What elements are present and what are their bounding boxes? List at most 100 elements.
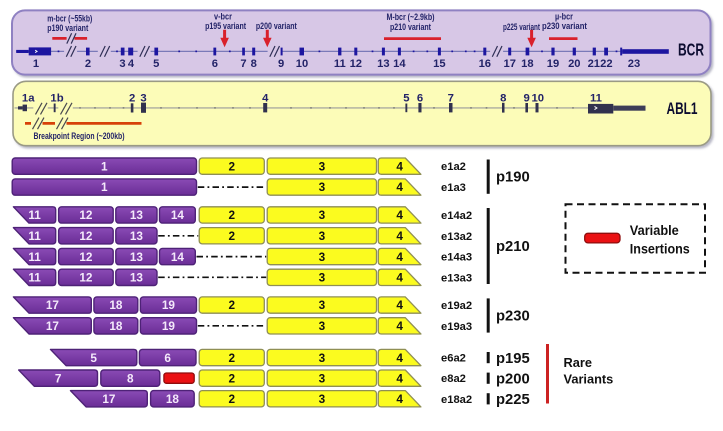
svg-text:11: 11 (28, 250, 41, 264)
svg-text:18: 18 (109, 298, 123, 312)
svg-text:4: 4 (396, 229, 403, 243)
svg-text:13: 13 (130, 208, 144, 222)
svg-text:2: 2 (229, 351, 236, 365)
svg-text:3: 3 (319, 208, 326, 222)
svg-text:e19a3: e19a3 (441, 321, 472, 333)
svg-text:3: 3 (319, 180, 326, 194)
svg-text:17: 17 (102, 392, 116, 406)
svg-text:4: 4 (396, 271, 403, 285)
svg-text:v-bcr: v-bcr (214, 12, 232, 22)
svg-text:12: 12 (79, 271, 93, 285)
svg-text:8: 8 (500, 93, 506, 105)
svg-text:m-bcr (~55kb): m-bcr (~55kb) (47, 13, 92, 23)
svg-text:e13a2: e13a2 (441, 231, 472, 243)
svg-text:p200 variant: p200 variant (256, 21, 297, 31)
svg-text:Variable: Variable (630, 223, 679, 238)
svg-text:17: 17 (46, 298, 60, 312)
svg-text:e14a2: e14a2 (441, 210, 472, 222)
svg-text:5: 5 (90, 351, 97, 365)
svg-text:2: 2 (229, 208, 236, 222)
svg-text:3: 3 (319, 351, 326, 365)
svg-text:3: 3 (140, 93, 146, 105)
svg-text:7: 7 (55, 371, 62, 385)
svg-text:10: 10 (296, 58, 308, 70)
svg-text:3: 3 (319, 371, 326, 385)
svg-text:3: 3 (319, 229, 326, 243)
svg-text:21: 21 (588, 58, 600, 70)
svg-text:22: 22 (600, 58, 612, 70)
svg-text:1a: 1a (22, 93, 35, 105)
svg-text:3: 3 (319, 392, 326, 406)
svg-text:11: 11 (590, 93, 602, 105)
svg-text:p225 variant: p225 variant (503, 22, 540, 32)
svg-text:p230: p230 (496, 309, 530, 325)
svg-text:4: 4 (396, 180, 403, 194)
svg-text:p210: p210 (496, 239, 530, 255)
svg-text:Variants: Variants (564, 371, 614, 386)
svg-text:e19a2: e19a2 (441, 300, 472, 312)
svg-text:p190: p190 (496, 170, 530, 186)
svg-text:e6a2: e6a2 (441, 353, 466, 365)
svg-text:14: 14 (171, 208, 185, 222)
svg-text:2: 2 (229, 159, 236, 173)
svg-text:18: 18 (521, 58, 533, 70)
svg-text:6: 6 (417, 93, 423, 105)
svg-text:12: 12 (350, 58, 362, 70)
svg-text:p225: p225 (496, 392, 530, 408)
svg-text:4: 4 (262, 93, 269, 105)
svg-text:µ-bcr: µ-bcr (555, 12, 573, 22)
svg-text:e1a2: e1a2 (441, 161, 466, 173)
svg-text:2: 2 (229, 392, 236, 406)
svg-text:4: 4 (396, 351, 403, 365)
svg-text:Breakpoint Region (~200kb): Breakpoint Region (~200kb) (34, 131, 125, 141)
svg-text:M-bcr (~2.9kb): M-bcr (~2.9kb) (387, 12, 435, 22)
svg-text:14: 14 (393, 58, 406, 70)
svg-text:p190 variant: p190 variant (47, 23, 88, 33)
svg-text:3: 3 (119, 58, 125, 70)
svg-text:11: 11 (28, 208, 41, 222)
svg-text:3: 3 (319, 271, 326, 285)
svg-text:e18a2: e18a2 (441, 394, 472, 406)
svg-text:2: 2 (229, 371, 236, 385)
svg-text:17: 17 (503, 58, 515, 70)
svg-text:4: 4 (396, 159, 403, 173)
svg-text:8: 8 (127, 371, 134, 385)
svg-text:11: 11 (28, 271, 41, 285)
svg-text:5: 5 (153, 58, 159, 70)
svg-text:2: 2 (129, 93, 135, 105)
svg-text:13: 13 (377, 58, 389, 70)
svg-text:4: 4 (396, 298, 403, 312)
svg-text:13: 13 (130, 229, 144, 243)
svg-text:16: 16 (479, 58, 491, 70)
svg-text:13: 13 (130, 271, 144, 285)
svg-text:p210 variant: p210 variant (390, 22, 431, 32)
svg-text:p195: p195 (496, 351, 530, 367)
svg-text:Rare: Rare (564, 355, 592, 370)
svg-text:17: 17 (46, 319, 60, 333)
svg-text:e8a2: e8a2 (441, 373, 466, 385)
svg-text:9: 9 (524, 93, 530, 105)
svg-text:19: 19 (162, 319, 176, 333)
svg-text:p195 variant: p195 variant (205, 21, 246, 31)
svg-text:4: 4 (396, 250, 403, 264)
svg-text:Insertions: Insertions (630, 241, 690, 256)
svg-text:3: 3 (319, 159, 326, 173)
svg-text:2: 2 (229, 229, 236, 243)
svg-text:4: 4 (396, 392, 403, 406)
svg-text:18: 18 (166, 392, 180, 406)
svg-text:11: 11 (28, 229, 41, 243)
svg-text:p230 variant: p230 variant (542, 21, 587, 31)
svg-text:4: 4 (396, 371, 403, 385)
svg-text:15: 15 (433, 58, 445, 70)
svg-text:12: 12 (79, 208, 93, 222)
svg-text:12: 12 (79, 229, 93, 243)
svg-text:1: 1 (101, 159, 108, 173)
svg-text:1b: 1b (50, 93, 63, 105)
svg-text:5: 5 (403, 93, 409, 105)
svg-text:6: 6 (164, 351, 171, 365)
svg-text:23: 23 (628, 58, 640, 70)
svg-text:3: 3 (319, 298, 326, 312)
svg-text:e13a3: e13a3 (441, 272, 472, 284)
svg-text:4: 4 (396, 319, 403, 333)
svg-text:3: 3 (319, 250, 326, 264)
